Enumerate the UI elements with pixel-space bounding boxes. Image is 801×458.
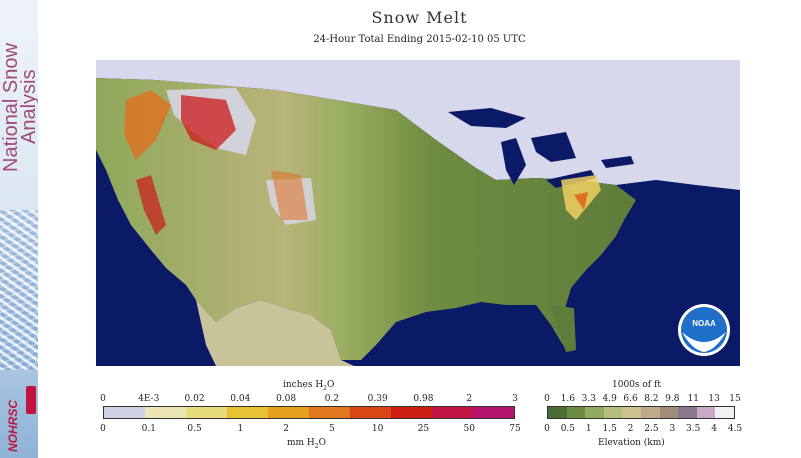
noaa-logo-text: NOAA bbox=[692, 319, 716, 328]
elev-bottom-tick-3: 1.5 bbox=[602, 424, 617, 434]
elev-swatch-2 bbox=[585, 407, 604, 418]
elev-colorbar bbox=[547, 406, 735, 419]
melt-bottom-tick-0: 0 bbox=[100, 424, 106, 434]
elev-swatch-9 bbox=[715, 407, 734, 418]
melt-bottom-tick-2: 0.5 bbox=[187, 424, 202, 434]
melt-legend-bottom-title-sub: 2 bbox=[314, 442, 319, 450]
melt-swatch-3 bbox=[227, 407, 268, 418]
melt-legend-top-title-text: inches H bbox=[283, 380, 324, 390]
melt-bottom-tick-8: 50 bbox=[463, 424, 475, 434]
elev-swatch-0 bbox=[548, 407, 567, 418]
nsa-years: 2014-2015 bbox=[0, 225, 2, 292]
elev-top-tick-1: 1.6 bbox=[560, 394, 576, 404]
melt-legend-top-title: inches H2O bbox=[283, 380, 334, 392]
elev-top-tick-7: 11 bbox=[687, 394, 699, 404]
sidebar-banner: National Snow Analysis2014-2015 NOHRSC bbox=[0, 0, 38, 458]
melt-colorbar bbox=[103, 406, 515, 419]
elev-swatch-1 bbox=[566, 407, 586, 418]
melt-top-tick-9: 3 bbox=[512, 394, 518, 404]
elev-top-tick-4: 6.6 bbox=[623, 394, 638, 404]
melt-top-tick-2: 0.02 bbox=[184, 394, 205, 404]
melt-top-tick-3: 0.04 bbox=[230, 394, 251, 404]
elev-swatch-4 bbox=[622, 407, 641, 418]
elev-swatch-8 bbox=[696, 407, 716, 418]
elev-bottom-tick-2: 1 bbox=[585, 424, 592, 434]
melt-swatch-2 bbox=[186, 407, 227, 418]
elev-top-tick-0: 0 bbox=[544, 394, 550, 404]
melt-top-tick-0: 0 bbox=[100, 394, 106, 404]
elev-bottom-tick-8: 4 bbox=[711, 424, 717, 434]
page-title: Snow Melt bbox=[371, 8, 468, 27]
melt-top-tick-4: 0.08 bbox=[276, 394, 297, 404]
melt-legend-bottom-title-text: mm H bbox=[287, 438, 315, 448]
melt-top-tick-8: 2 bbox=[466, 394, 473, 404]
melt-swatch-6 bbox=[350, 407, 391, 418]
elev-bottom-tick-9: 4.5 bbox=[727, 424, 743, 434]
melt-swatch-7 bbox=[391, 407, 432, 418]
elev-top-tick-3: 4.9 bbox=[602, 394, 617, 404]
map-svg: NOAA bbox=[96, 60, 740, 366]
nsa-title-line2: Analysis bbox=[18, 69, 38, 144]
melt-northern-rockies bbox=[181, 95, 236, 150]
melt-legend-top-title-end: O bbox=[327, 380, 335, 390]
nohrsc-logo: NOHRSC bbox=[6, 399, 20, 452]
elev-bottom-tick-0: 0 bbox=[544, 424, 550, 434]
elev-top-tick-6: 9.8 bbox=[665, 394, 680, 404]
mexico-land bbox=[196, 300, 354, 366]
elev-top-tick-5: 8.2 bbox=[644, 394, 659, 404]
nsa-vertical-title: National Snow Analysis2014-2015 bbox=[0, 43, 38, 292]
melt-swatch-0 bbox=[104, 407, 145, 418]
melt-top-tick-1: 4E-3 bbox=[138, 394, 160, 404]
melt-colorado bbox=[271, 170, 308, 220]
melt-pennsylvania bbox=[574, 192, 588, 210]
noaa-logo: NOAA bbox=[678, 304, 730, 356]
ice-texture-image bbox=[0, 210, 38, 370]
elev-swatch-6 bbox=[659, 407, 679, 418]
florida bbox=[551, 305, 576, 352]
elev-swatch-7 bbox=[678, 407, 697, 418]
melt-swatch-9 bbox=[473, 407, 514, 418]
melt-bottom-tick-9: 75 bbox=[509, 424, 521, 434]
melt-legend-bottom-title: mm H2O bbox=[287, 438, 326, 450]
elev-bottom-tick-6: 3 bbox=[669, 424, 676, 434]
melt-cascades bbox=[124, 90, 171, 160]
melt-swatch-1 bbox=[145, 407, 186, 418]
elev-top-tick-9: 15 bbox=[729, 394, 741, 404]
melt-top-tick-7: 0.98 bbox=[413, 394, 434, 404]
melt-bottom-tick-3: 1 bbox=[237, 424, 244, 434]
nohrsc-cross-icon bbox=[26, 386, 36, 414]
lake-michigan bbox=[501, 138, 526, 185]
elev-top-tick-2: 3.3 bbox=[581, 394, 596, 404]
melt-swatch-5 bbox=[309, 407, 350, 418]
canada-snow-region bbox=[96, 60, 740, 190]
lake-superior bbox=[448, 108, 526, 128]
elev-top-tick-8: 13 bbox=[708, 394, 720, 404]
melt-bottom-tick-1: 0.1 bbox=[141, 424, 156, 434]
melt-legend-bottom-title-end: O bbox=[318, 438, 326, 448]
melt-swatch-8 bbox=[432, 407, 473, 418]
melt-sierra bbox=[136, 175, 166, 235]
elev-bottom-tick-7: 3.5 bbox=[686, 424, 701, 434]
melt-bottom-tick-4: 2 bbox=[283, 424, 289, 434]
lake-huron bbox=[531, 132, 576, 162]
melt-top-tick-6: 0.39 bbox=[367, 394, 388, 404]
melt-bottom-tick-6: 10 bbox=[371, 424, 384, 434]
lake-ontario bbox=[601, 156, 634, 168]
page-subtitle: 24-Hour Total Ending 2015-02-10 05 UTC bbox=[313, 34, 526, 45]
elev-bottom-tick-5: 2.5 bbox=[644, 424, 659, 434]
elev-swatch-5 bbox=[640, 407, 660, 418]
snow-melt-map: NOAA bbox=[96, 60, 740, 366]
elev-bottom-tick-4: 2 bbox=[627, 424, 634, 434]
elev-swatch-3 bbox=[603, 407, 623, 418]
elev-bottom-tick-1: 0.5 bbox=[560, 424, 576, 434]
elev-legend-bottom-title: Elevation (km) bbox=[598, 438, 665, 448]
melt-swatch-4 bbox=[268, 407, 309, 418]
melt-bottom-tick-5: 5 bbox=[329, 424, 335, 434]
elev-legend-top-title: 1000s of ft bbox=[612, 380, 661, 390]
melt-bottom-tick-7: 25 bbox=[417, 424, 430, 434]
melt-legend-top-title-sub: 2 bbox=[323, 384, 327, 392]
melt-top-tick-5: 0.2 bbox=[324, 394, 340, 404]
